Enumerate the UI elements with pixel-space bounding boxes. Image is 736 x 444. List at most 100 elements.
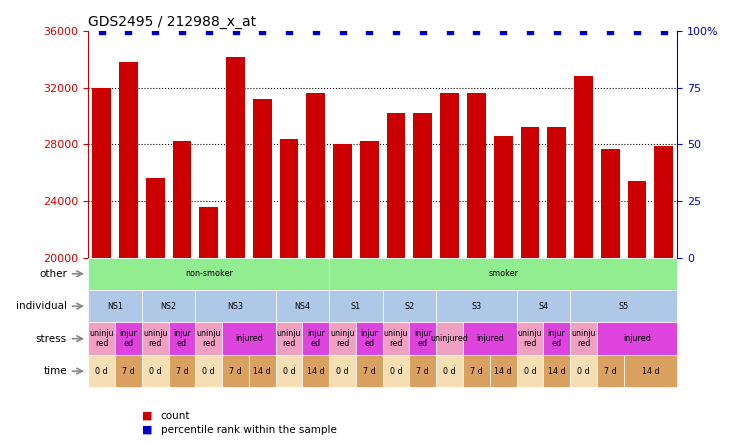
- Bar: [383, 355, 409, 387]
- Bar: [169, 355, 195, 387]
- Point: [123, 28, 135, 35]
- Bar: [222, 355, 249, 387]
- Bar: [601, 149, 620, 444]
- Bar: [517, 355, 543, 387]
- Point: [310, 28, 322, 35]
- Text: 7 d: 7 d: [363, 367, 375, 376]
- Text: ■: ■: [142, 411, 152, 421]
- Bar: [436, 290, 517, 322]
- Bar: [280, 139, 298, 444]
- Text: injured: injured: [476, 334, 503, 343]
- Point: [658, 28, 670, 35]
- Text: uninju
red: uninju red: [571, 329, 595, 348]
- Text: uninju
red: uninju red: [143, 329, 168, 348]
- Bar: [543, 322, 570, 355]
- Point: [444, 28, 456, 35]
- Bar: [88, 290, 142, 322]
- Point: [203, 28, 215, 35]
- Bar: [414, 113, 432, 444]
- Point: [390, 28, 402, 35]
- Text: S3: S3: [471, 302, 481, 311]
- Bar: [88, 355, 115, 387]
- Bar: [115, 355, 142, 387]
- Text: 14 d: 14 d: [548, 367, 565, 376]
- Point: [336, 28, 348, 35]
- Bar: [494, 136, 512, 444]
- Text: S2: S2: [404, 302, 414, 311]
- Bar: [169, 322, 195, 355]
- Bar: [383, 290, 436, 322]
- Text: 0 d: 0 d: [443, 367, 456, 376]
- Point: [498, 28, 509, 35]
- Bar: [276, 322, 302, 355]
- Bar: [356, 355, 383, 387]
- Text: uninju
red: uninju red: [517, 329, 542, 348]
- Text: 7 d: 7 d: [417, 367, 429, 376]
- Bar: [574, 76, 592, 444]
- Bar: [623, 355, 677, 387]
- Text: NS4: NS4: [294, 302, 311, 311]
- Text: uninju
red: uninju red: [277, 329, 301, 348]
- Bar: [386, 113, 406, 444]
- Text: uninju
red: uninju red: [197, 329, 221, 348]
- Bar: [409, 355, 436, 387]
- Text: uninju
red: uninju red: [384, 329, 408, 348]
- Bar: [409, 322, 436, 355]
- Text: NS3: NS3: [227, 302, 244, 311]
- Bar: [142, 290, 195, 322]
- Text: injur
ed: injur ed: [119, 329, 138, 348]
- Bar: [570, 322, 597, 355]
- Bar: [222, 322, 276, 355]
- Bar: [383, 322, 409, 355]
- Text: other: other: [39, 269, 67, 279]
- Text: injur
ed: injur ed: [307, 329, 325, 348]
- Text: uninju
red: uninju red: [90, 329, 114, 348]
- Bar: [597, 322, 677, 355]
- Bar: [543, 355, 570, 387]
- Bar: [329, 258, 677, 290]
- Point: [149, 28, 161, 35]
- Bar: [329, 322, 356, 355]
- Text: S5: S5: [618, 302, 629, 311]
- Bar: [249, 355, 276, 387]
- Bar: [195, 290, 276, 322]
- Point: [578, 28, 590, 35]
- Text: injur
ed: injur ed: [548, 329, 566, 348]
- Bar: [146, 178, 165, 444]
- Text: 7 d: 7 d: [470, 367, 483, 376]
- Text: 0 d: 0 d: [96, 367, 108, 376]
- Point: [604, 28, 616, 35]
- Text: injured: injured: [235, 334, 263, 343]
- Text: stress: stress: [36, 333, 67, 344]
- Bar: [195, 322, 222, 355]
- Text: 7 d: 7 d: [176, 367, 188, 376]
- Point: [283, 28, 295, 35]
- Text: injur
ed: injur ed: [414, 329, 432, 348]
- Text: S4: S4: [538, 302, 548, 311]
- Point: [631, 28, 643, 35]
- Bar: [570, 355, 597, 387]
- Text: 0 d: 0 d: [202, 367, 215, 376]
- Bar: [253, 99, 272, 444]
- Text: count: count: [160, 411, 190, 421]
- Text: ■: ■: [142, 424, 152, 435]
- Bar: [597, 355, 623, 387]
- Bar: [92, 88, 111, 444]
- Bar: [115, 322, 142, 355]
- Bar: [436, 322, 463, 355]
- Bar: [628, 181, 646, 444]
- Text: injur
ed: injur ed: [173, 329, 191, 348]
- Text: 0 d: 0 d: [577, 367, 590, 376]
- Text: S1: S1: [351, 302, 361, 311]
- Point: [256, 28, 268, 35]
- Bar: [142, 355, 169, 387]
- Bar: [142, 322, 169, 355]
- Bar: [440, 93, 459, 444]
- Text: NS1: NS1: [107, 302, 123, 311]
- Text: injured: injured: [623, 334, 651, 343]
- Bar: [333, 144, 352, 444]
- Bar: [276, 355, 302, 387]
- Bar: [173, 142, 191, 444]
- Bar: [517, 290, 570, 322]
- Text: 0 d: 0 d: [390, 367, 403, 376]
